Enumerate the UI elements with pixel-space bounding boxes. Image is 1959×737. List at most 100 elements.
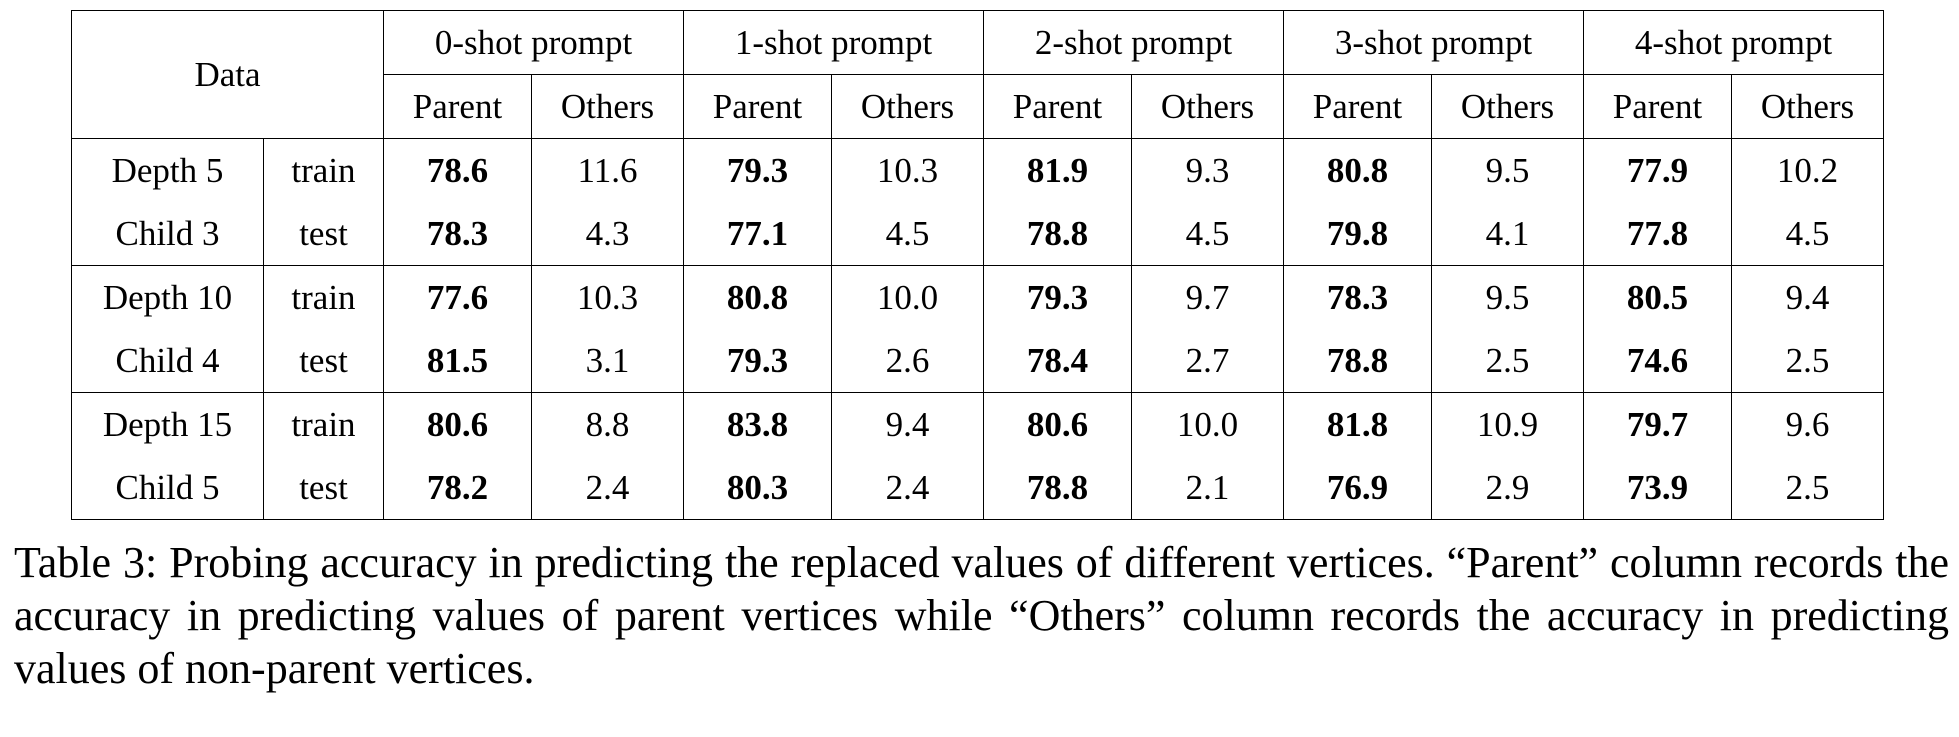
parent-accuracy-cell: 78.2 [383,456,532,520]
prompt-header: 1-shot prompt [683,10,984,75]
row-group-label: Depth 15 [71,392,264,456]
column-header: Others [1431,74,1584,139]
others-accuracy-cell: 10.2 [1731,138,1884,202]
parent-accuracy-cell: 78.8 [1283,329,1432,393]
column-header: Others [831,74,984,139]
parent-accuracy-cell: 80.3 [683,456,832,520]
parent-accuracy-cell: 78.6 [383,138,532,202]
others-accuracy-cell: 2.4 [531,456,684,520]
others-accuracy-cell: 2.5 [1731,456,1884,520]
others-accuracy-cell: 10.0 [1131,392,1284,456]
others-accuracy-cell: 9.6 [1731,392,1884,456]
parent-accuracy-cell: 79.3 [683,329,832,393]
row-split-label: train [263,392,384,456]
others-accuracy-cell: 9.4 [1731,265,1884,329]
others-accuracy-cell: 2.6 [831,329,984,393]
prompt-header: 3-shot prompt [1283,10,1584,75]
parent-accuracy-cell: 77.8 [1583,202,1732,266]
others-accuracy-cell: 4.5 [831,202,984,266]
parent-accuracy-cell: 80.6 [983,392,1132,456]
others-accuracy-cell: 4.1 [1431,202,1584,266]
parent-accuracy-cell: 80.8 [1283,138,1432,202]
row-group-label: Child 4 [71,329,264,393]
table-row: Depth 15 train 80.6 8.8 83.8 9.4 80.6 10.0 81.8 1… [71,392,1884,456]
prompt-header: 2-shot prompt [983,10,1284,75]
parent-accuracy-cell: 78.3 [1283,265,1432,329]
results-table-container: Data 0-shot prompt 1-shot prompt 2-shot … [71,10,1884,520]
table-row: Child 5 test 78.2 2.4 80.3 2.4 78.8 2.1 76.9 2.9 7… [71,456,1884,520]
others-accuracy-cell: 8.8 [531,392,684,456]
others-accuracy-cell: 10.0 [831,265,984,329]
prompt-header: 4-shot prompt [1583,10,1884,75]
parent-accuracy-cell: 78.3 [383,202,532,266]
column-header: Parent [383,74,532,139]
others-accuracy-cell: 9.4 [831,392,984,456]
row-split-label: test [263,456,384,520]
others-accuracy-cell: 2.1 [1131,456,1284,520]
header-row-columns: Parent Others Parent Others Parent Other… [72,74,1884,139]
row-split-label: train [263,265,384,329]
column-header: Others [1131,74,1284,139]
column-header: Parent [683,74,832,139]
parent-accuracy-cell: 81.9 [983,138,1132,202]
row-group-label: Depth 10 [71,265,264,329]
parent-accuracy-cell: 73.9 [1583,456,1732,520]
prompt-header: 0-shot prompt [383,10,684,75]
others-accuracy-cell: 9.5 [1431,265,1584,329]
table-row: Child 3 test 78.3 4.3 77.1 4.5 78.8 4.5 79.8 4.1 7… [71,202,1884,266]
others-accuracy-cell: 3.1 [531,329,684,393]
parent-accuracy-cell: 78.8 [983,202,1132,266]
parent-accuracy-cell: 74.6 [1583,329,1732,393]
column-header: Parent [1283,74,1432,139]
others-accuracy-cell: 9.5 [1431,138,1584,202]
parent-accuracy-cell: 83.8 [683,392,832,456]
table-row: Child 4 test 81.5 3.1 79.3 2.6 78.4 2.7 78.8 2.5 7… [71,329,1884,393]
others-accuracy-cell: 2.9 [1431,456,1584,520]
row-split-label: test [263,202,384,266]
parent-accuracy-cell: 79.8 [1283,202,1432,266]
row-split-label: train [263,138,384,202]
others-accuracy-cell: 2.7 [1131,329,1284,393]
table-caption: Table 3: Probing accuracy in predicting … [14,538,1949,693]
results-table: Data 0-shot prompt 1-shot prompt 2-shot … [71,10,1884,520]
parent-accuracy-cell: 77.1 [683,202,832,266]
parent-accuracy-cell: 80.8 [683,265,832,329]
others-accuracy-cell: 4.5 [1731,202,1884,266]
row-group-label: Depth 5 [71,138,264,202]
others-accuracy-cell: 10.3 [531,265,684,329]
others-accuracy-cell: 11.6 [531,138,684,202]
header-row-prompts: Data 0-shot prompt 1-shot prompt 2-shot … [71,10,1884,139]
row-group-label: Child 3 [71,202,264,266]
column-header: Others [1731,74,1884,139]
others-accuracy-cell: 2.5 [1431,329,1584,393]
parent-accuracy-cell: 79.3 [683,138,832,202]
parent-accuracy-cell: 77.6 [383,265,532,329]
parent-accuracy-cell: 77.9 [1583,138,1732,202]
others-accuracy-cell: 9.7 [1131,265,1284,329]
parent-accuracy-cell: 76.9 [1283,456,1432,520]
data-header: Data [71,10,384,139]
others-accuracy-cell: 2.4 [831,456,984,520]
others-accuracy-cell: 4.5 [1131,202,1284,266]
others-accuracy-cell: 4.3 [531,202,684,266]
row-group-label: Child 5 [71,456,264,520]
parent-accuracy-cell: 81.8 [1283,392,1432,456]
table-row: Depth 5 train 78.6 11.6 79.3 10.3 81.9 9.3 80.8 9… [71,138,1884,202]
parent-accuracy-cell: 81.5 [383,329,532,393]
parent-accuracy-cell: 78.8 [983,456,1132,520]
column-header: Parent [983,74,1132,139]
parent-accuracy-cell: 79.7 [1583,392,1732,456]
others-accuracy-cell: 9.3 [1131,138,1284,202]
row-split-label: test [263,329,384,393]
others-accuracy-cell: 2.5 [1731,329,1884,393]
table-body: Depth 5 train 78.6 11.6 79.3 10.3 81.9 9.3 80.8 9… [71,138,1884,520]
parent-accuracy-cell: 80.5 [1583,265,1732,329]
table-row: Depth 10 train 77.6 10.3 80.8 10.0 79.3 9.7 78.3… [71,265,1884,329]
parent-accuracy-cell: 78.4 [983,329,1132,393]
column-header: Others [531,74,684,139]
others-accuracy-cell: 10.9 [1431,392,1584,456]
parent-accuracy-cell: 80.6 [383,392,532,456]
others-accuracy-cell: 10.3 [831,138,984,202]
column-header: Parent [1583,74,1732,139]
parent-accuracy-cell: 79.3 [983,265,1132,329]
